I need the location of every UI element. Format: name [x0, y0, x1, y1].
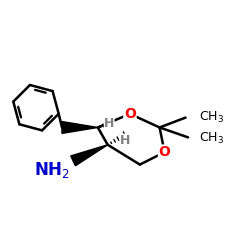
Text: CH$_3$: CH$_3$ — [199, 110, 224, 125]
Text: H: H — [120, 134, 130, 147]
Text: O: O — [124, 107, 136, 121]
Polygon shape — [62, 122, 98, 134]
Text: O: O — [158, 145, 170, 159]
Polygon shape — [71, 145, 108, 166]
Text: NH$_2$: NH$_2$ — [34, 160, 70, 180]
Text: H: H — [104, 117, 114, 130]
Text: CH$_3$: CH$_3$ — [199, 131, 224, 146]
